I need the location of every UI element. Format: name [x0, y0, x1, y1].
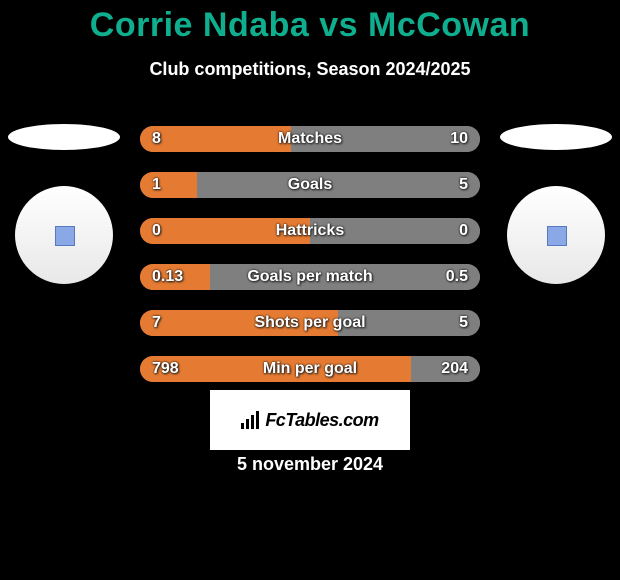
brand-barchart-icon: [241, 411, 259, 429]
stat-row-hattricks: 0 0 Hattricks: [140, 218, 480, 244]
player-left-ellipse: [8, 124, 120, 150]
stat-row-shots-per-goal: 7 5 Shots per goal: [140, 310, 480, 336]
player-left-badge-icon: [55, 226, 75, 246]
brand-label: FcTables.com: [265, 410, 378, 431]
stat-row-min-per-goal: 798 204 Min per goal: [140, 356, 480, 382]
page-date: 5 november 2024: [0, 454, 620, 475]
stat-label: Hattricks: [140, 218, 480, 244]
stat-row-goals: 1 5 Goals: [140, 172, 480, 198]
player-left-circle: [15, 186, 113, 284]
stat-label: Goals: [140, 172, 480, 198]
stat-label: Matches: [140, 126, 480, 152]
stat-label: Shots per goal: [140, 310, 480, 336]
player-right-badge-icon: [547, 226, 567, 246]
stat-row-goals-per-match: 0.13 0.5 Goals per match: [140, 264, 480, 290]
player-right-avatar-area: [496, 124, 616, 284]
page-title: Corrie Ndaba vs McCowan: [0, 0, 620, 45]
player-left-avatar-area: [4, 124, 124, 284]
page-subtitle: Club competitions, Season 2024/2025: [0, 45, 620, 80]
stats-container: 8 10 Matches 1 5 Goals 0 0 Hattricks 0.1…: [140, 126, 480, 402]
player-right-ellipse: [500, 124, 612, 150]
stat-row-matches: 8 10 Matches: [140, 126, 480, 152]
stat-label: Min per goal: [140, 356, 480, 382]
stat-label: Goals per match: [140, 264, 480, 290]
brand-box: FcTables.com: [210, 390, 410, 450]
player-right-circle: [507, 186, 605, 284]
